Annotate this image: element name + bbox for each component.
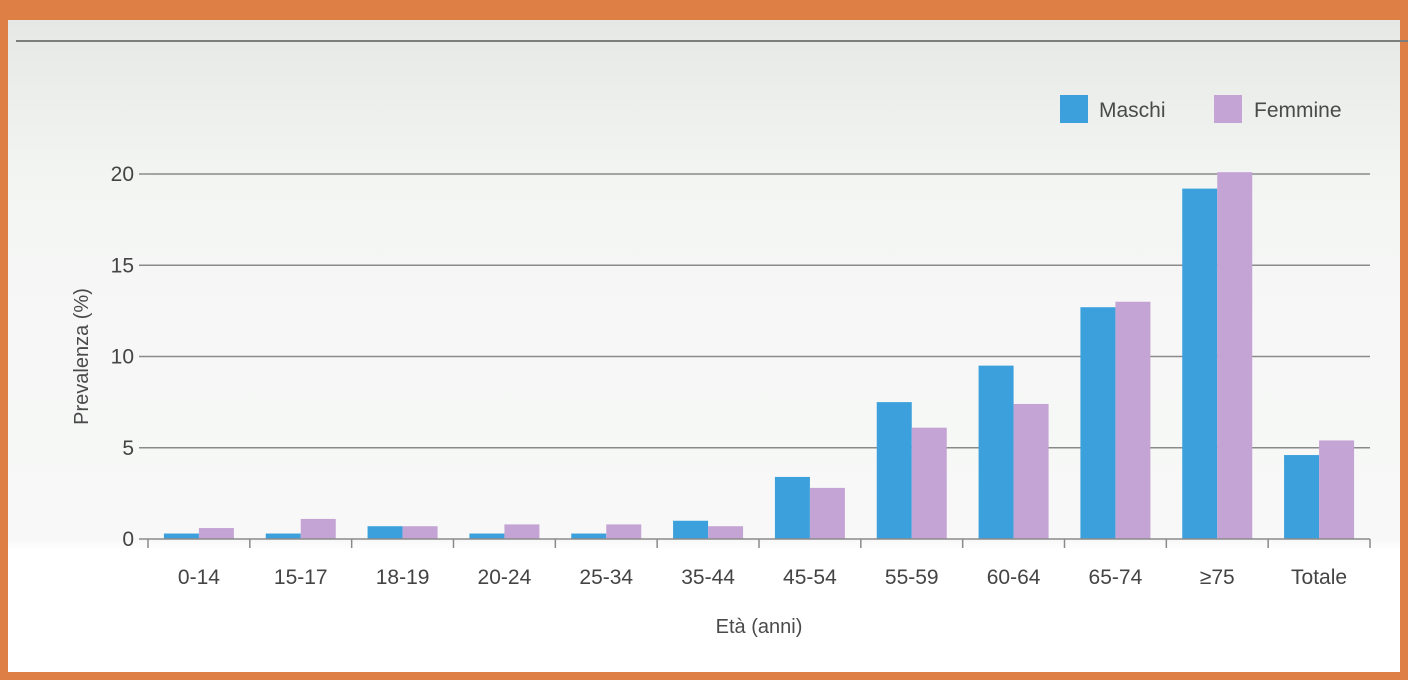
bar-femmine-6 <box>809 487 845 539</box>
bar-femmine-9 <box>1115 301 1151 539</box>
y-axis-ticks: 0 5 10 15 20 <box>111 163 148 551</box>
bar-femmine-5 <box>708 526 744 539</box>
bar-maschi-2 <box>367 526 403 539</box>
legend-label-maschi: Maschi <box>1099 99 1166 122</box>
bar-femmine-10 <box>1217 172 1253 540</box>
x-tick-label: 18-19 <box>376 566 430 589</box>
legend: Maschi Femmine <box>1060 95 1342 123</box>
x-tick-label: Totale <box>1291 566 1347 589</box>
y-axis-label: Prevalenza (%) <box>71 288 93 425</box>
x-tick-label: 60-64 <box>987 566 1041 589</box>
bar-femmine-2 <box>402 526 438 539</box>
bar-femmine-8 <box>1013 403 1049 539</box>
x-tick-label: 25-34 <box>579 566 633 589</box>
x-axis-ticks: 0-14 15-17 18-19 20-24 25-34 35-44 45-54 55-59 6… <box>147 539 1371 589</box>
x-axis-label: Età (anni) <box>716 616 803 638</box>
bar-maschi-3 <box>469 533 505 539</box>
bar-femmine-0 <box>198 528 234 539</box>
legend-swatch-maschi <box>1060 95 1088 123</box>
x-tick-label: 0-14 <box>178 566 220 589</box>
bar-maschi-10 <box>1182 188 1218 539</box>
bar-maschi-4 <box>571 533 607 539</box>
bar-maschi-9 <box>1080 307 1116 539</box>
bar-maschi-8 <box>978 365 1014 539</box>
y-tick-label: 20 <box>111 163 134 186</box>
bar-femmine-4 <box>606 524 642 539</box>
legend-label-femmine: Femmine <box>1254 99 1342 122</box>
y-tick-label: 0 <box>122 528 134 551</box>
bar-maschi-0 <box>163 533 199 539</box>
bars <box>163 172 1355 540</box>
bar-maschi-1 <box>265 533 301 539</box>
gridlines <box>148 173 1370 449</box>
bar-maschi-6 <box>774 476 810 539</box>
x-tick-label: 55-59 <box>885 566 939 589</box>
x-tick-label: 15-17 <box>274 566 328 589</box>
bar-maschi-5 <box>673 520 709 539</box>
bar-femmine-1 <box>300 518 336 539</box>
x-tick-label: 20-24 <box>478 566 532 589</box>
y-tick-label: 15 <box>111 254 134 277</box>
x-tick-label: 35-44 <box>681 566 735 589</box>
x-tick-label: 65-74 <box>1089 566 1143 589</box>
legend-swatch-femmine <box>1214 95 1242 123</box>
y-tick-label: 5 <box>122 437 134 460</box>
bar-femmine-7 <box>911 427 947 539</box>
bar-femmine-11 <box>1319 440 1355 539</box>
bar-femmine-3 <box>504 524 540 539</box>
bar-maschi-11 <box>1284 455 1320 539</box>
top-divider <box>16 40 1408 42</box>
bar-maschi-7 <box>876 402 912 539</box>
y-tick-label: 10 <box>111 346 134 369</box>
x-tick-label: ≥75 <box>1200 566 1235 589</box>
x-tick-label: 45-54 <box>783 566 837 589</box>
